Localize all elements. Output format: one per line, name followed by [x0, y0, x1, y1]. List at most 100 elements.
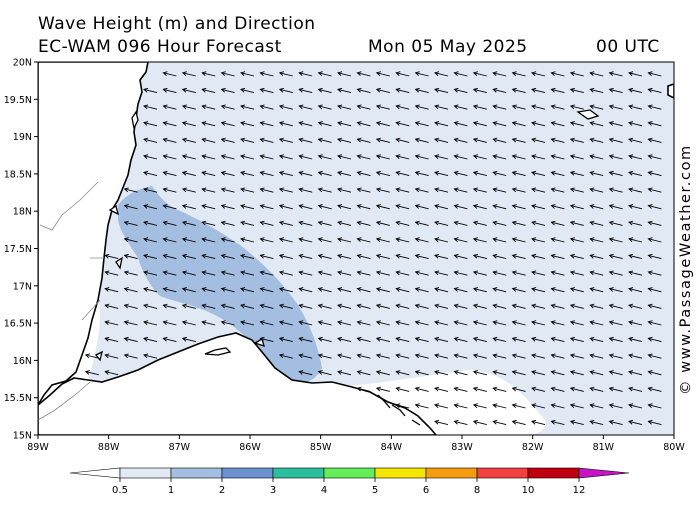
- wave-arrow: [550, 170, 565, 177]
- wave-arrow: [317, 353, 332, 359]
- wave-arrow: [513, 437, 526, 441]
- wave-arrow: [298, 353, 313, 359]
- wave-arrow: [47, 437, 60, 441]
- wave-arrow: [434, 287, 449, 293]
- wave-arrow: [453, 154, 468, 160]
- wave-arrow: [589, 121, 604, 127]
- wave-arrow: [589, 320, 604, 326]
- wave-arrow: [531, 303, 546, 309]
- wave-arrow: [317, 104, 332, 110]
- wave-arrow: [104, 303, 119, 309]
- wave-arrow: [356, 137, 371, 143]
- wave-arrow: [162, 287, 177, 293]
- wave-arrow: [375, 237, 390, 243]
- lat-tick-label: 16N: [13, 356, 32, 367]
- wave-arrow: [434, 204, 449, 210]
- wave-arrow: [66, 437, 79, 441]
- wave-arrow: [492, 170, 507, 177]
- wave-arrow: [259, 253, 274, 260]
- wave-arrow: [395, 87, 410, 94]
- wave-arrow: [317, 270, 332, 276]
- wave-arrow: [123, 237, 138, 243]
- wave-arrow: [278, 353, 293, 359]
- wave-arrow: [298, 71, 313, 77]
- lon-tick-label: 82W: [522, 442, 544, 453]
- wave-arrow: [531, 137, 546, 143]
- wave-arrow: [220, 237, 235, 243]
- wave-arrow: [589, 353, 604, 359]
- wave-arrow: [220, 170, 235, 177]
- wave-arrow: [569, 403, 584, 409]
- wave-arrow: [337, 336, 352, 343]
- wave-arrow: [356, 287, 371, 293]
- wave-arrow: [511, 137, 526, 143]
- wave-arrow: [84, 353, 99, 359]
- wave-arrow: [628, 320, 643, 326]
- wave-arrow: [181, 204, 196, 210]
- wave-arrow: [647, 253, 662, 260]
- wave-arrow: [434, 71, 449, 77]
- sea-band-1-2: [118, 186, 322, 388]
- wave-arrow: [511, 154, 526, 160]
- wave-arrow: [550, 154, 565, 160]
- wave-arrow: [259, 154, 274, 160]
- wave-arrow: [201, 320, 216, 326]
- wave-arrow: [492, 353, 507, 359]
- wave-arrow: [317, 154, 332, 160]
- island-bay-islands: [204, 338, 265, 356]
- wave-arrow: [550, 320, 565, 326]
- legend-label: 5: [372, 485, 378, 496]
- wave-arrow: [628, 170, 643, 177]
- wave-arrow: [375, 187, 390, 193]
- wave-arrow: [375, 220, 390, 226]
- wave-arrow: [181, 71, 196, 77]
- wave-arrow: [569, 353, 584, 359]
- wave-arrow: [434, 320, 449, 326]
- wave-arrow: [298, 220, 313, 226]
- wave-arrow: [472, 220, 487, 226]
- wave-arrow: [511, 187, 526, 193]
- lat-tick-label: 16.5N: [4, 319, 32, 330]
- chart-title: Wave Height (m) and Direction: [38, 14, 316, 34]
- wave-arrow: [434, 121, 449, 127]
- wave-arrow: [472, 237, 487, 243]
- wave-arrow: [511, 121, 526, 127]
- wave-arrow: [240, 121, 255, 127]
- wave-arrow: [492, 403, 507, 409]
- wave-arrow: [414, 204, 429, 210]
- wave-arrow: [492, 237, 507, 243]
- wave-arrow: [492, 104, 507, 110]
- legend-label: 1: [168, 485, 174, 496]
- wave-arrow: [608, 87, 623, 94]
- wave-arrow: [648, 437, 661, 441]
- wave-arrow: [628, 287, 643, 293]
- wave-height-legend: 0.5 1 2 3 4 5 6 8 10 12: [69, 467, 630, 496]
- wave-arrow: [123, 187, 138, 193]
- wave-arrow: [472, 170, 487, 177]
- wave-arrow: [453, 121, 468, 127]
- wave-arrow: [375, 104, 390, 110]
- wave-arrow: [608, 154, 623, 160]
- wave-arrow: [278, 237, 293, 243]
- wave-arrow: [472, 204, 487, 210]
- wave-arrow: [550, 270, 565, 276]
- wave-arrow: [453, 370, 468, 376]
- wave-arrow: [240, 237, 255, 243]
- wave-arrow: [395, 220, 410, 226]
- wave-arrow: [395, 187, 410, 193]
- wave-arrow: [531, 419, 546, 426]
- wave-arrow: [375, 121, 390, 127]
- wave-arrow: [511, 287, 526, 293]
- wave-arrow: [356, 253, 371, 260]
- land-east-edge: [667, 83, 674, 99]
- wave-arrow: [162, 303, 177, 309]
- wave-arrow: [317, 87, 332, 94]
- wave-arrow: [395, 204, 410, 210]
- wave-arrow: [453, 253, 468, 260]
- wave-arrow: [531, 370, 546, 376]
- wave-arrow: [608, 353, 623, 359]
- wave-arrow: [201, 121, 216, 127]
- wave-arrow: [259, 237, 274, 243]
- wave-arrow: [511, 303, 526, 309]
- wave-arrow: [123, 204, 138, 210]
